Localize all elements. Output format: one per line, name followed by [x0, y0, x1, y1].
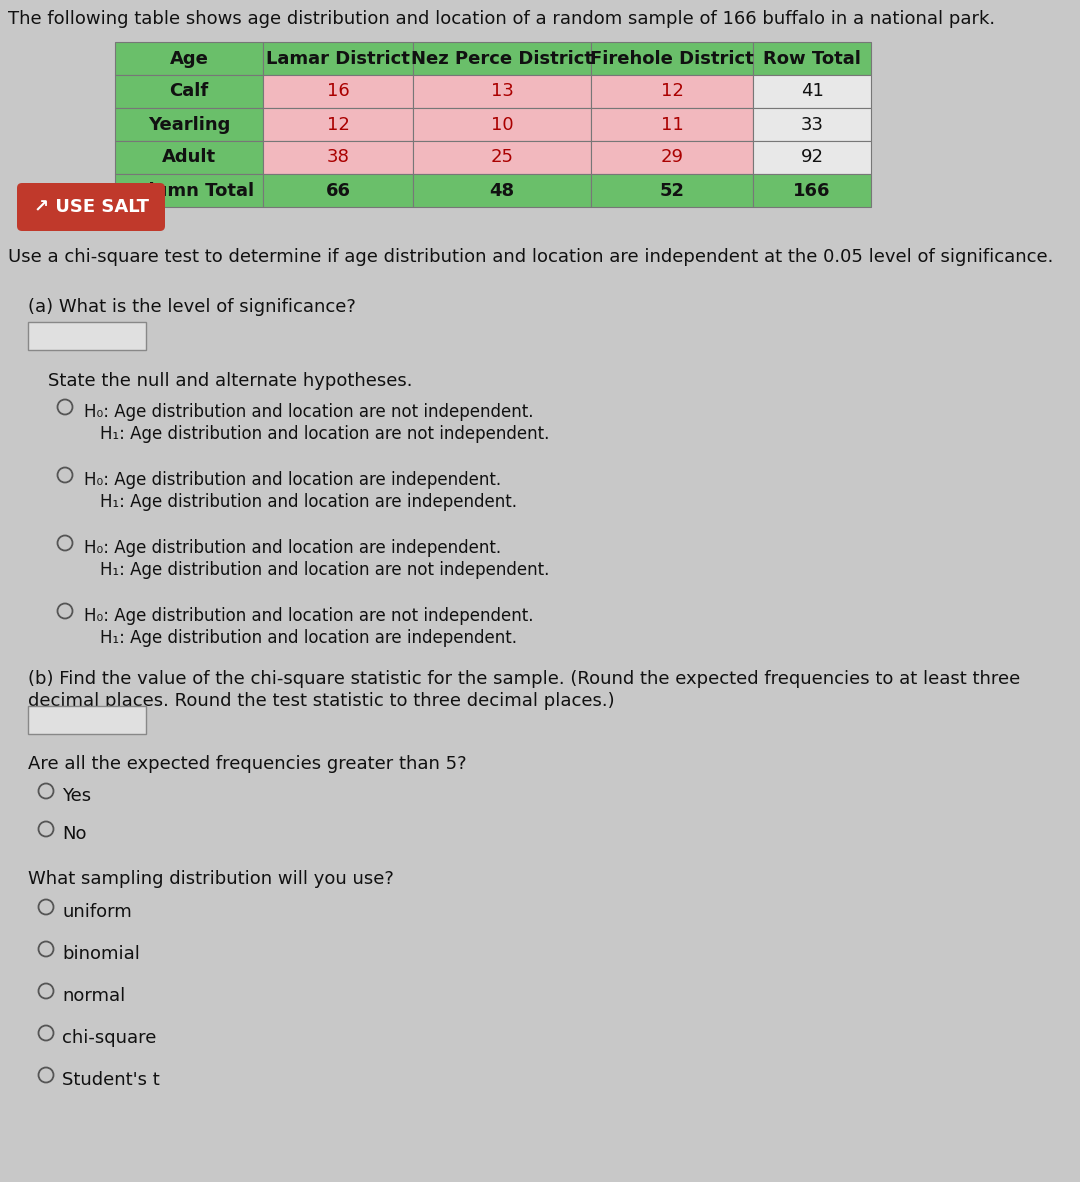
Bar — [114, 43, 264, 74]
Text: 166: 166 — [793, 182, 831, 200]
Text: Column Total: Column Total — [123, 182, 255, 200]
Bar — [264, 108, 413, 141]
Text: normal: normal — [62, 987, 125, 1005]
Bar — [591, 43, 753, 74]
Bar — [264, 174, 413, 207]
Text: H₁: Age distribution and location are not independent.: H₁: Age distribution and location are no… — [100, 426, 550, 443]
Text: 52: 52 — [660, 182, 685, 200]
Bar — [114, 141, 264, 174]
Bar — [114, 174, 264, 207]
Text: (a) What is the level of significance?: (a) What is the level of significance? — [28, 298, 356, 316]
Bar — [753, 43, 870, 74]
Text: Yearling: Yearling — [148, 116, 230, 134]
Bar — [413, 174, 591, 207]
Bar — [753, 74, 870, 108]
Bar — [114, 108, 264, 141]
Text: ↗ USE SALT: ↗ USE SALT — [33, 199, 149, 216]
Text: 25: 25 — [490, 149, 513, 167]
Text: Row Total: Row Total — [764, 50, 861, 67]
Bar — [264, 141, 413, 174]
Bar — [591, 141, 753, 174]
Bar — [591, 74, 753, 108]
Text: H₁: Age distribution and location are independent.: H₁: Age distribution and location are in… — [100, 493, 517, 511]
Text: 92: 92 — [800, 149, 824, 167]
Text: Student's t: Student's t — [62, 1071, 160, 1089]
FancyBboxPatch shape — [17, 183, 165, 230]
Bar — [413, 43, 591, 74]
Bar — [413, 108, 591, 141]
Bar — [114, 74, 264, 108]
Text: Lamar District: Lamar District — [266, 50, 410, 67]
Text: 38: 38 — [326, 149, 350, 167]
Text: 11: 11 — [661, 116, 684, 134]
Text: chi-square: chi-square — [62, 1030, 157, 1047]
Text: Nez Perce District: Nez Perce District — [411, 50, 593, 67]
Text: 33: 33 — [800, 116, 824, 134]
Text: 13: 13 — [490, 83, 513, 100]
Bar — [28, 322, 146, 350]
Text: binomial: binomial — [62, 944, 140, 963]
Text: 12: 12 — [661, 83, 684, 100]
Text: 29: 29 — [661, 149, 684, 167]
Text: H₀: Age distribution and location are not independent.: H₀: Age distribution and location are no… — [84, 403, 534, 421]
Bar — [753, 108, 870, 141]
Bar — [753, 174, 870, 207]
Bar — [591, 108, 753, 141]
Text: Use a chi-square test to determine if age distribution and location are independ: Use a chi-square test to determine if ag… — [8, 248, 1053, 266]
Text: No: No — [62, 825, 86, 843]
Text: H₀: Age distribution and location are independent.: H₀: Age distribution and location are in… — [84, 470, 501, 489]
Text: State the null and alternate hypotheses.: State the null and alternate hypotheses. — [48, 372, 413, 390]
Text: decimal places. Round the test statistic to three decimal places.): decimal places. Round the test statistic… — [28, 691, 615, 710]
Text: The following table shows age distribution and location of a random sample of 16: The following table shows age distributi… — [8, 9, 995, 28]
Text: 16: 16 — [326, 83, 349, 100]
Bar — [264, 74, 413, 108]
Text: 10: 10 — [490, 116, 513, 134]
Text: Calf: Calf — [170, 83, 208, 100]
Text: Are all the expected frequencies greater than 5?: Are all the expected frequencies greater… — [28, 755, 467, 773]
Text: uniform: uniform — [62, 903, 132, 921]
Bar — [413, 74, 591, 108]
Bar — [28, 706, 146, 734]
Text: 12: 12 — [326, 116, 350, 134]
Text: 41: 41 — [800, 83, 823, 100]
Text: H₀: Age distribution and location are not independent.: H₀: Age distribution and location are no… — [84, 608, 534, 625]
Text: Adult: Adult — [162, 149, 216, 167]
Text: H₁: Age distribution and location are independent.: H₁: Age distribution and location are in… — [100, 629, 517, 647]
Text: (b) Find the value of the chi-square statistic for the sample. (Round the expect: (b) Find the value of the chi-square sta… — [28, 670, 1021, 688]
Text: H₀: Age distribution and location are independent.: H₀: Age distribution and location are in… — [84, 539, 501, 557]
Text: What sampling distribution will you use?: What sampling distribution will you use? — [28, 870, 394, 888]
Text: H₁: Age distribution and location are not independent.: H₁: Age distribution and location are no… — [100, 561, 550, 579]
Text: 48: 48 — [489, 182, 514, 200]
Text: Firehole District: Firehole District — [590, 50, 754, 67]
Bar — [753, 141, 870, 174]
Bar — [264, 43, 413, 74]
Bar — [591, 174, 753, 207]
Text: Age: Age — [170, 50, 208, 67]
Bar — [413, 141, 591, 174]
Text: Yes: Yes — [62, 787, 91, 805]
Text: 66: 66 — [325, 182, 351, 200]
